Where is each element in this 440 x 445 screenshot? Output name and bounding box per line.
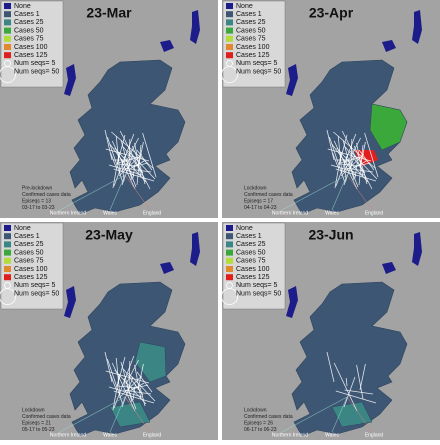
region-label: England — [143, 432, 162, 438]
region-label: Wales — [325, 432, 339, 438]
legend-swatch — [4, 28, 11, 34]
legend-swatch — [4, 266, 11, 272]
legend-swatch — [4, 274, 11, 280]
panel-note: Lockdown — [244, 407, 267, 413]
legend-swatch — [226, 44, 233, 50]
legend-label: Cases 100 — [236, 266, 270, 273]
legend-label: Cases 50 — [236, 27, 266, 34]
region-label: Wales — [325, 210, 339, 216]
legend-swatch — [226, 36, 233, 42]
legend-swatch — [226, 274, 233, 280]
legend-label: Num seqs= 5 — [14, 282, 56, 289]
legend-label: Cases 25 — [14, 241, 44, 248]
legend-label: Cases 125 — [14, 274, 48, 281]
panel-title: 23-May — [85, 227, 133, 243]
legend-swatch — [4, 258, 11, 264]
legend-label: Cases 1 — [14, 233, 40, 240]
legend-label: Cases 75 — [236, 36, 266, 43]
legend-label: Cases 125 — [14, 52, 48, 59]
legend-label: Num seqs= 50 — [14, 68, 59, 75]
legend-swatch — [226, 225, 233, 231]
panel-note: Confirmed cases data — [22, 414, 71, 420]
legend-label: Cases 125 — [236, 274, 270, 281]
legend-label: Cases 75 — [236, 258, 266, 265]
legend-swatch — [4, 233, 11, 239]
legend-label: Cases 1 — [236, 233, 262, 240]
region-label: Northern Ireland — [50, 210, 86, 216]
legend-swatch — [4, 225, 11, 231]
legend-label: Cases 1 — [14, 11, 40, 18]
region-label: Wales — [103, 210, 117, 216]
panel-note: Episeqs = 21 — [22, 420, 51, 426]
legend-swatch — [4, 52, 11, 58]
legend-swatch — [4, 36, 11, 42]
legend-swatch — [226, 3, 233, 9]
panel-note: Episeqs = 17 — [244, 198, 273, 204]
legend-swatch — [4, 19, 11, 25]
panel-note: Confirmed cases data — [244, 192, 293, 198]
panel-title: 23-Mar — [86, 5, 132, 21]
region-label: England — [143, 210, 162, 216]
legend-label: Cases 50 — [14, 249, 44, 256]
legend-swatch — [226, 19, 233, 25]
legend-label: Cases 100 — [14, 266, 48, 273]
legend-swatch — [4, 11, 11, 17]
legend-label: Cases 125 — [236, 52, 270, 59]
legend-label: Cases 75 — [14, 258, 44, 265]
legend-label: None — [236, 225, 253, 232]
legend-label: None — [14, 225, 31, 232]
legend-label: None — [236, 3, 253, 10]
region-label: Northern Ireland — [50, 432, 86, 438]
legend-label: Cases 25 — [14, 19, 44, 26]
legend-swatch — [226, 250, 233, 256]
panel-title: 23-Apr — [309, 5, 354, 21]
panel-title: 23-Jun — [308, 227, 353, 243]
legend-label: Cases 25 — [236, 19, 266, 26]
legend-swatch — [4, 250, 11, 256]
region-label: Northern Ireland — [272, 210, 308, 216]
region-label: England — [365, 210, 384, 216]
panel-note: Pre-lockdown — [22, 185, 53, 191]
panel-note: Lockdown — [244, 185, 267, 191]
legend-swatch — [4, 241, 11, 247]
legend-swatch — [226, 258, 233, 264]
legend-label: Num seqs= 50 — [236, 68, 281, 75]
panel-note: Confirmed cases data — [244, 414, 293, 420]
panel-note: Confirmed cases data — [22, 192, 71, 198]
panel-note: Lockdown — [22, 407, 45, 413]
legend-label: Num seqs= 5 — [236, 60, 278, 67]
legend-label: None — [14, 3, 31, 10]
region-label: England — [365, 432, 384, 438]
legend-label: Cases 25 — [236, 241, 266, 248]
legend-label: Num seqs= 5 — [14, 60, 56, 67]
panel-note: Episeqs = 26 — [244, 420, 273, 426]
legend-label: Num seqs= 50 — [14, 290, 59, 297]
legend-label: Cases 100 — [14, 44, 48, 51]
legend-swatch — [4, 3, 11, 9]
legend-label: Cases 75 — [14, 36, 44, 43]
legend-swatch — [226, 233, 233, 239]
legend-label: Num seqs= 50 — [236, 290, 281, 297]
region-label: Northern Ireland — [272, 432, 308, 438]
legend-swatch — [226, 266, 233, 272]
panel-note: Episeqs = 13 — [22, 198, 51, 204]
legend-swatch — [226, 11, 233, 17]
legend-swatch — [226, 28, 233, 34]
legend-swatch — [226, 52, 233, 58]
region-label: Wales — [103, 432, 117, 438]
legend-label: Cases 50 — [14, 27, 44, 34]
legend-swatch — [4, 44, 11, 50]
legend-label: Cases 50 — [236, 249, 266, 256]
legend-label: Cases 1 — [236, 11, 262, 18]
legend-label: Cases 100 — [236, 44, 270, 51]
legend-swatch — [226, 241, 233, 247]
legend-label: Num seqs= 5 — [236, 282, 278, 289]
